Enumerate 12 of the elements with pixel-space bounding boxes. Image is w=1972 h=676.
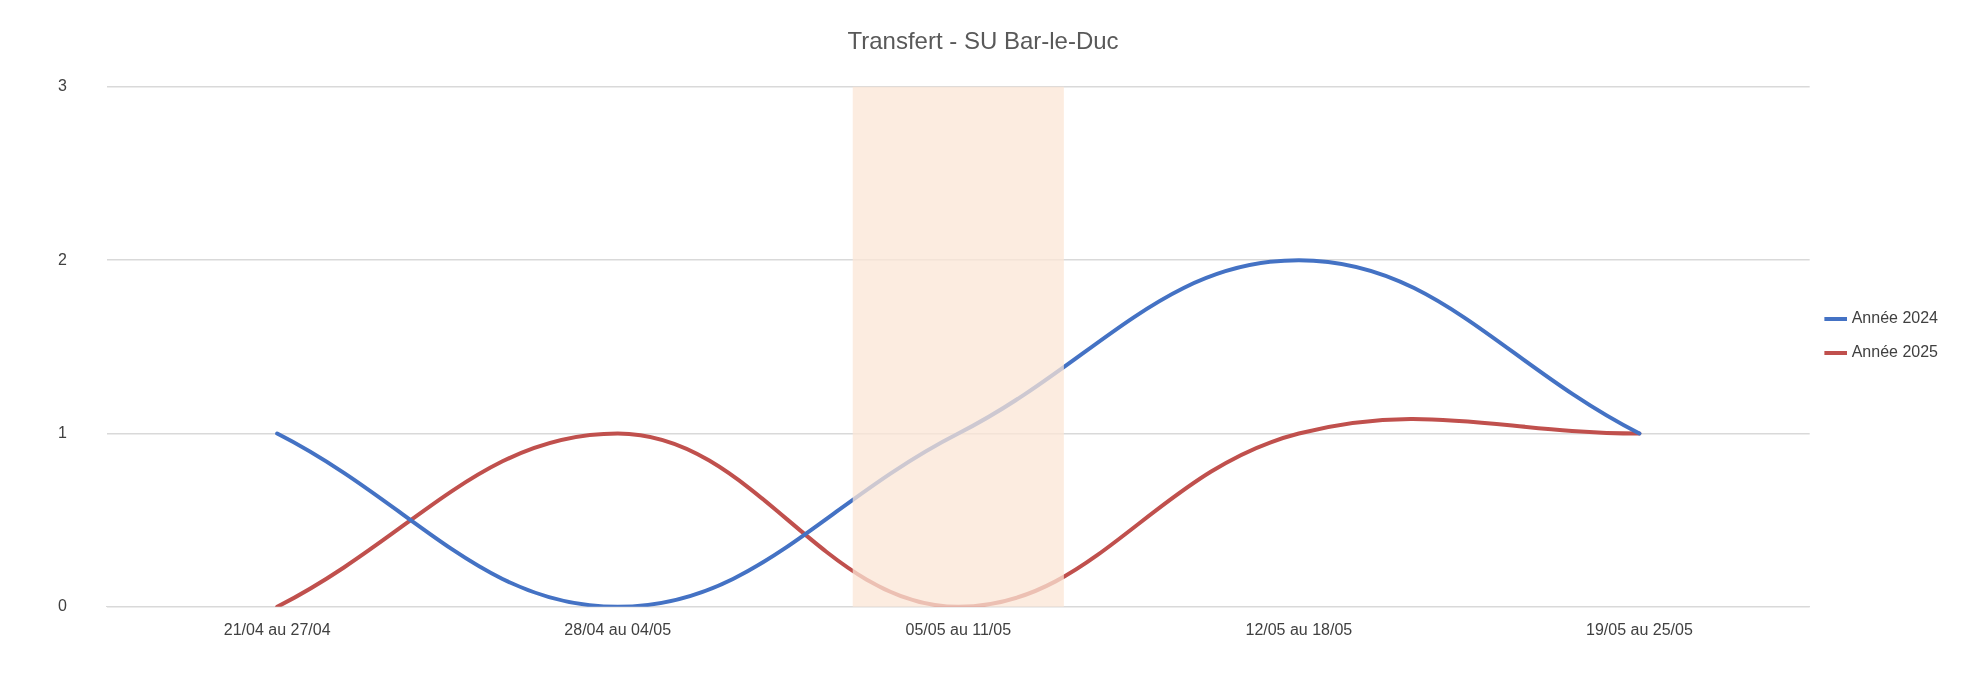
- legend-label: Année 2024: [1851, 309, 1939, 327]
- legend-label: Année 2025: [1851, 343, 1939, 361]
- x-tick-label: 12/05 au 18/05: [1245, 620, 1353, 638]
- y-tick-label: 2: [57, 250, 67, 268]
- y-tick-label: 3: [57, 77, 67, 95]
- chart-title: Transfert - SU Bar-le-Duc: [847, 27, 1119, 55]
- x-tick-label: 05/05 au 11/05: [905, 620, 1012, 638]
- y-tick-label: 1: [57, 423, 67, 441]
- x-tick-label: 19/05 au 25/05: [1586, 620, 1693, 638]
- x-tick-label: 28/04 au 04/05: [564, 620, 672, 638]
- y-tick-label: 0: [57, 597, 67, 615]
- x-tick-label: 21/04 au 27/04: [223, 620, 331, 638]
